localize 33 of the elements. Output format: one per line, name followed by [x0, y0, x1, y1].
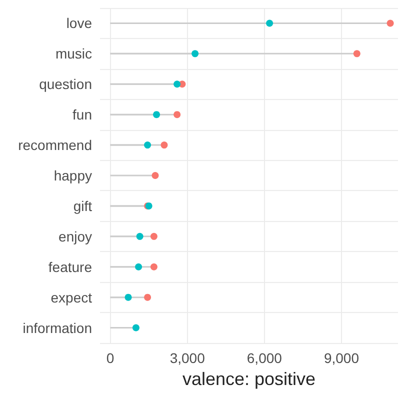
- y-tick-label: happy: [54, 168, 92, 184]
- point: [266, 20, 274, 27]
- point: [144, 294, 152, 301]
- point: [153, 111, 160, 118]
- point: [174, 111, 181, 118]
- y-tick-label: feature: [48, 258, 92, 275]
- point: [174, 80, 181, 88]
- y-tick-label: recommend: [18, 137, 92, 154]
- x-tick-label: 6,000: [246, 350, 282, 366]
- x-tick-label: 3,000: [170, 350, 206, 366]
- point: [124, 294, 132, 301]
- point: [144, 142, 152, 149]
- y-tick-label: love: [66, 15, 92, 32]
- point: [353, 50, 360, 58]
- point: [150, 263, 158, 270]
- point: [152, 172, 159, 179]
- point: [136, 232, 144, 240]
- point: [132, 324, 140, 332]
- point: [192, 50, 199, 58]
- point: [160, 142, 168, 149]
- y-tick-label: question: [39, 76, 92, 92]
- x-tick-label: 0: [106, 350, 114, 366]
- x-axis-title: valence: positive: [182, 368, 316, 389]
- y-tick-label: enjoy: [58, 228, 92, 244]
- y-tick-label: fun: [72, 106, 92, 123]
- y-tick-label: gift: [73, 198, 92, 214]
- x-tick-label: 9,000: [324, 350, 360, 366]
- y-tick-label: music: [55, 46, 92, 62]
- point: [386, 20, 394, 27]
- y-tick-label: information: [22, 320, 92, 336]
- point: [135, 263, 142, 270]
- y-tick-label: expect: [50, 289, 92, 306]
- point: [150, 232, 158, 240]
